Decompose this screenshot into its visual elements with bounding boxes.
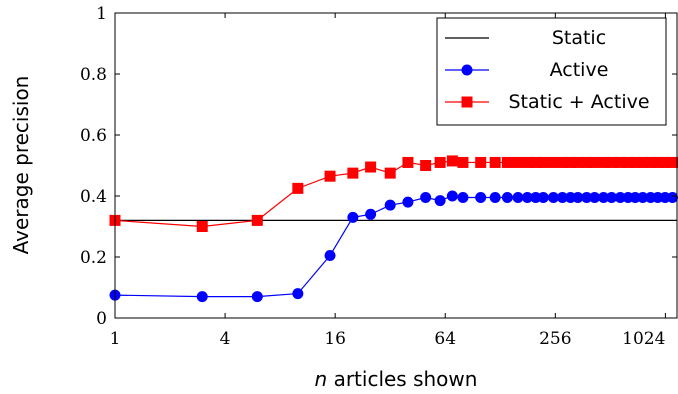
x-tick-label: 64 [434, 329, 456, 349]
x-tick-label: 16 [324, 329, 346, 349]
data-point [556, 192, 568, 204]
data-point [598, 156, 610, 168]
data-point [324, 249, 336, 261]
data-point [501, 156, 513, 168]
data-point [659, 156, 671, 168]
data-point [475, 156, 487, 168]
series-1 [109, 190, 678, 303]
data-point [475, 192, 487, 204]
data-point [530, 156, 542, 168]
data-point [365, 161, 377, 173]
data-point [629, 156, 641, 168]
data-point [365, 208, 377, 220]
x-axis-label: n articles shown [315, 367, 478, 391]
data-point [384, 199, 396, 211]
data-point [556, 156, 568, 168]
legend-label: Static + Active [508, 91, 649, 113]
x-axis-label-variable: n [315, 367, 328, 391]
data-point [537, 156, 549, 168]
data-point [667, 192, 678, 204]
legend-box [436, 17, 667, 126]
y-tick-label: 1 [96, 4, 107, 24]
data-point [347, 167, 359, 179]
data-point [434, 156, 446, 168]
data-point [537, 192, 549, 204]
data-point [530, 192, 542, 204]
y-axis-label: Average precision [9, 76, 33, 255]
legend-label: Static [552, 27, 606, 49]
data-point [347, 211, 359, 223]
data-point [324, 170, 336, 182]
data-point [572, 192, 584, 204]
data-point [637, 156, 649, 168]
x-tick-label: 4 [220, 329, 231, 349]
data-point [489, 156, 501, 168]
data-point [196, 221, 208, 232]
data-point [512, 156, 524, 168]
data-point [547, 192, 559, 204]
data-point [512, 192, 524, 204]
data-point [251, 291, 263, 303]
x-tick-label: 1 [110, 329, 121, 349]
data-point [667, 156, 678, 168]
legend-marker [461, 96, 473, 108]
data-point [589, 192, 601, 204]
data-point [606, 192, 618, 204]
data-point [384, 167, 396, 179]
data-point [589, 156, 601, 168]
plot-frame [114, 12, 678, 319]
data-point [614, 156, 626, 168]
data-point [637, 192, 649, 204]
chart-marks [109, 155, 678, 303]
data-point [547, 156, 559, 168]
x-tick-label: 256 [539, 329, 571, 349]
legend-label: Active [550, 59, 609, 81]
y-tick-label: 0 [96, 309, 107, 329]
axis-ticks: 1 4 16 64 256 1024 0 0.2 0.4 0.6 0.8 1 [80, 4, 677, 349]
data-point [251, 214, 263, 226]
data-point [402, 196, 414, 208]
y-tick-label: 0.2 [80, 248, 107, 268]
data-point [572, 156, 584, 168]
x-tick-label: 1024 [622, 329, 665, 349]
data-point [292, 182, 304, 194]
data-point [565, 156, 577, 168]
data-point [521, 156, 533, 168]
x-axis-label-rest: articles shown [327, 367, 477, 391]
data-point [501, 192, 513, 204]
data-point [614, 192, 626, 204]
data-point [645, 156, 657, 168]
data-point [446, 190, 458, 202]
data-point [598, 192, 610, 204]
data-point [457, 192, 469, 204]
data-point [581, 156, 593, 168]
data-point [489, 192, 501, 204]
data-point [652, 156, 664, 168]
data-point [420, 192, 432, 204]
data-point [457, 156, 469, 168]
legend-marker [461, 64, 473, 76]
data-point [434, 195, 446, 207]
y-tick-label: 0.6 [80, 126, 107, 146]
data-point [420, 160, 432, 171]
series-2 [109, 155, 678, 232]
data-point [446, 155, 458, 167]
data-point [292, 288, 304, 300]
data-point [606, 156, 618, 168]
series-line [114, 195, 673, 298]
y-tick-label: 0.4 [80, 187, 107, 207]
data-point [581, 192, 593, 204]
data-point [521, 192, 533, 204]
legend: Static Active Static + Active [436, 17, 667, 126]
data-point [402, 156, 414, 168]
data-point [622, 156, 634, 168]
data-point [196, 291, 208, 303]
data-point [629, 192, 641, 204]
y-tick-label: 0.8 [80, 65, 107, 85]
